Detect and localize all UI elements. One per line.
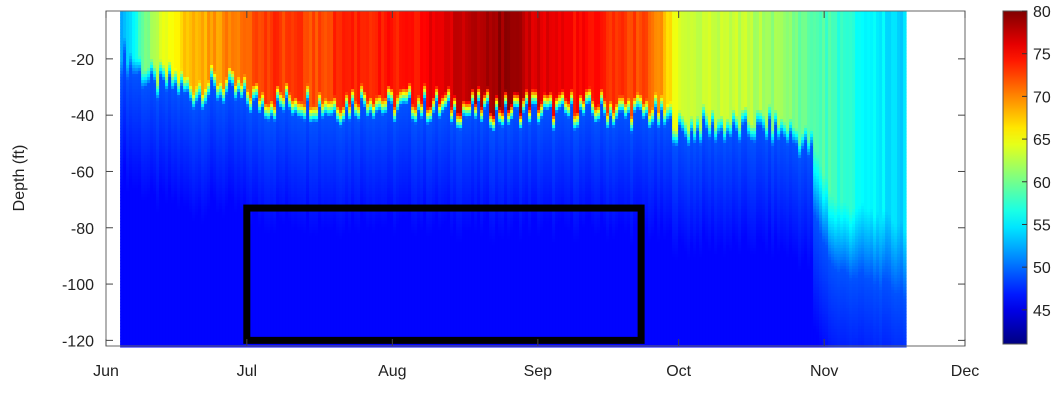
x-tick-label: Nov [810, 363, 838, 380]
heatmap-cells [120, 11, 907, 348]
y-axis-label: Depth (ft) [11, 145, 28, 212]
y-tick-label: -20 [71, 52, 94, 69]
colorbar-tick-label: 50 [1033, 260, 1051, 277]
colorbar-tick-label: 55 [1033, 217, 1051, 234]
x-tick-label: Oct [666, 363, 691, 380]
colorbar-tick-label: 60 [1033, 175, 1051, 192]
y-tick-label: -100 [62, 277, 94, 294]
y-tick-label: -80 [71, 221, 94, 238]
colorbar-tick-label: 80 [1033, 4, 1051, 21]
x-tick-label: Aug [378, 363, 406, 380]
colorbar-tick-label: 75 [1033, 47, 1051, 64]
y-tick-label: -40 [71, 108, 94, 125]
colorbar-tick-label: 45 [1033, 303, 1051, 320]
x-tick-label: Sep [524, 363, 553, 380]
colorbar-gradient [1003, 11, 1027, 344]
x-tick-label: Dec [951, 363, 979, 380]
colorbar-tick-label: 70 [1033, 89, 1051, 106]
colorbar-tick-label: 65 [1033, 132, 1051, 149]
x-tick-label: Jul [237, 363, 257, 380]
x-tick-label: Jun [93, 363, 119, 380]
colorbar [1003, 11, 1027, 344]
y-tick-label: -60 [71, 164, 94, 181]
y-tick-label: -120 [62, 333, 94, 350]
